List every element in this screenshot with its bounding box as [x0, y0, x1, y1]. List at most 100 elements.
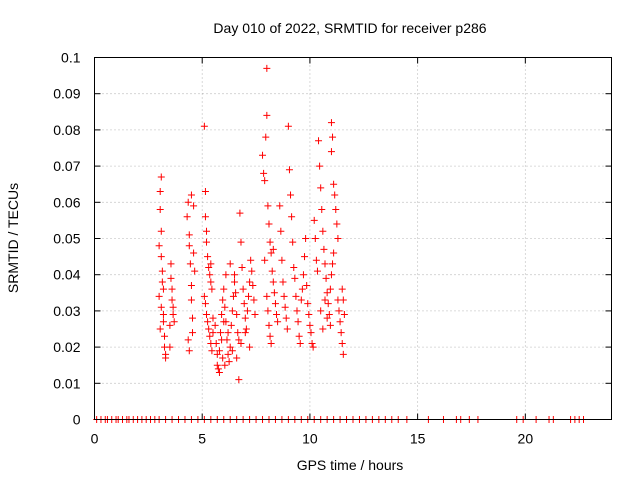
data-point [227, 321, 235, 329]
data-point [226, 343, 234, 351]
data-point [288, 213, 296, 221]
axis-ticks [94, 57, 612, 420]
data-point [264, 202, 272, 210]
data-point [189, 329, 197, 337]
data-point [190, 202, 198, 210]
y-tick-label: 0.04 [53, 267, 80, 283]
data-point [326, 285, 334, 293]
data-point [324, 300, 332, 308]
data-point [233, 354, 241, 362]
data-point [220, 285, 228, 293]
data-point [249, 282, 257, 290]
data-point [203, 227, 211, 235]
data-point [292, 292, 300, 300]
data-point [204, 318, 212, 326]
data-point [317, 307, 325, 315]
data-point [339, 350, 347, 358]
data-point [319, 227, 327, 235]
data-point [201, 187, 209, 195]
data-point [156, 187, 164, 195]
x-tick-label: 0 [91, 431, 99, 447]
data-point [157, 303, 165, 311]
data-point [228, 307, 236, 315]
data-point [161, 332, 169, 340]
data-point [232, 289, 240, 297]
x-tick-label: 20 [518, 431, 534, 447]
data-point [270, 289, 278, 297]
data-point [320, 245, 328, 253]
data-point [267, 249, 275, 257]
data-point [251, 311, 259, 319]
data-point [222, 271, 230, 279]
y-tick-label: 0.08 [53, 122, 80, 138]
data-point [241, 314, 249, 322]
data-point [209, 314, 217, 322]
data-point [184, 336, 192, 344]
data-point [308, 339, 316, 347]
data-point [245, 292, 253, 300]
data-point [319, 325, 327, 333]
data-point [221, 361, 229, 369]
data-point [191, 267, 199, 275]
data-point [302, 235, 310, 242]
data-point [204, 253, 212, 261]
data-point [338, 339, 346, 347]
data-point [159, 311, 167, 319]
data-point [291, 274, 299, 282]
data-point [329, 133, 337, 141]
data-point [208, 285, 216, 293]
data-point [225, 358, 233, 366]
data-point [233, 311, 241, 319]
y-axis-label: SRMTID / TECUs [5, 183, 21, 293]
data-point [318, 206, 326, 214]
data-point [186, 260, 194, 268]
data-point [332, 206, 340, 214]
data-point [166, 343, 174, 351]
tick-labels: 0 0.01 0.02 0.03 0.04 0.05 0.06 0.07 0.08 0.09 0.1… [53, 50, 533, 447]
data-point [167, 260, 175, 268]
data-point [312, 256, 320, 264]
data-point [321, 260, 329, 268]
data-point [250, 296, 258, 304]
data-point [219, 354, 227, 362]
data-point [317, 184, 325, 192]
data-point [217, 329, 225, 337]
data-points [93, 64, 587, 423]
data-point [327, 119, 335, 127]
y-tick-label: 0.05 [53, 231, 80, 247]
data-point [336, 318, 344, 326]
data-point [261, 256, 269, 264]
y-tick-label: 0.09 [53, 86, 80, 102]
x-axis-label: GPS time / hours [297, 457, 404, 473]
data-point [221, 303, 229, 311]
x-tick-label: 10 [302, 431, 318, 447]
data-point [157, 253, 165, 261]
y-tick-label: 0.01 [53, 375, 80, 391]
data-point [157, 173, 165, 181]
data-point [200, 292, 208, 300]
data-point [155, 242, 163, 250]
data-point [169, 303, 177, 311]
data-point [269, 245, 277, 253]
data-point [156, 206, 164, 214]
data-point [265, 321, 273, 329]
data-point [313, 267, 321, 275]
data-point [241, 329, 249, 337]
data-point [207, 260, 215, 268]
data-point [158, 267, 166, 275]
data-point [289, 238, 297, 246]
data-point [212, 339, 220, 347]
x-tick-label: 15 [410, 431, 426, 447]
x-tick-label: 5 [198, 431, 206, 447]
data-point [294, 318, 302, 326]
y-tick-label: 0.03 [53, 303, 80, 319]
data-point [268, 267, 276, 275]
data-point [205, 263, 213, 271]
data-point [208, 347, 216, 355]
y-tick-label: 0.02 [53, 339, 80, 355]
data-point [228, 347, 236, 355]
data-point [162, 354, 170, 362]
data-point [206, 332, 214, 340]
data-point [298, 285, 306, 293]
data-point [184, 198, 192, 206]
